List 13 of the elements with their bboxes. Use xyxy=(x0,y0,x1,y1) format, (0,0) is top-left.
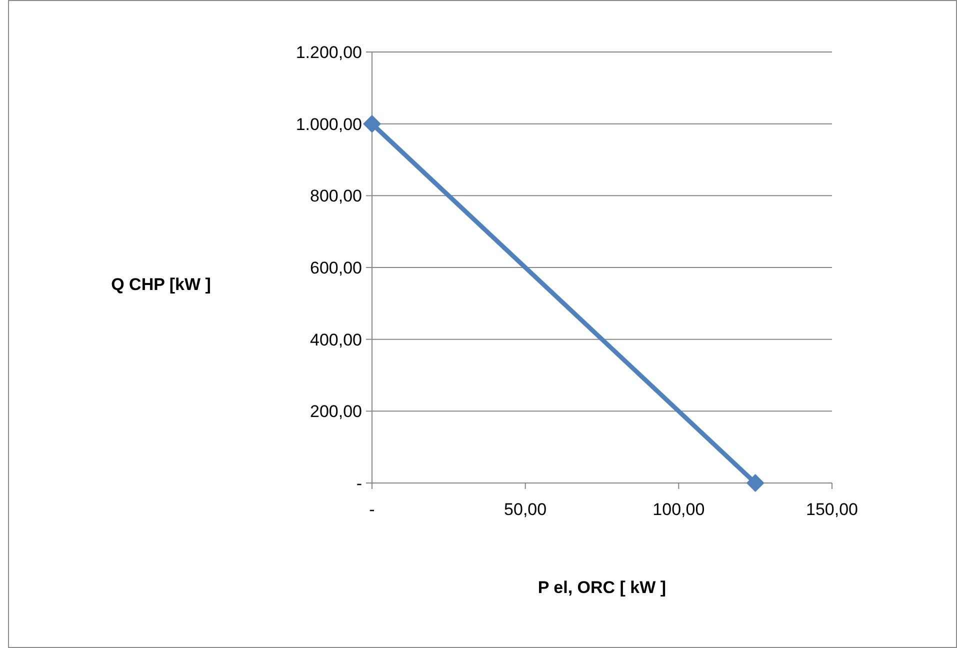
x-tick-label: 100,00 xyxy=(652,500,705,519)
y-tick-label: 200,00 xyxy=(310,402,362,422)
y-tick-label: 600,00 xyxy=(310,258,362,278)
y-axis-title: Q CHP [kW ] xyxy=(111,275,211,294)
x-tick-label: 50,00 xyxy=(504,500,547,519)
y-tick-label: - xyxy=(356,474,362,493)
y-tick-label: 800,00 xyxy=(310,186,362,206)
x-tick-label: - xyxy=(369,500,375,519)
y-tick-label: 400,00 xyxy=(310,330,362,350)
y-tick-label: 1.000,00 xyxy=(296,114,362,134)
y-tick-label: 1.200,00 xyxy=(296,42,362,62)
x-axis-title: P el, ORC [ kW ] xyxy=(538,578,666,597)
x-tick-label: 150,00 xyxy=(806,500,858,519)
